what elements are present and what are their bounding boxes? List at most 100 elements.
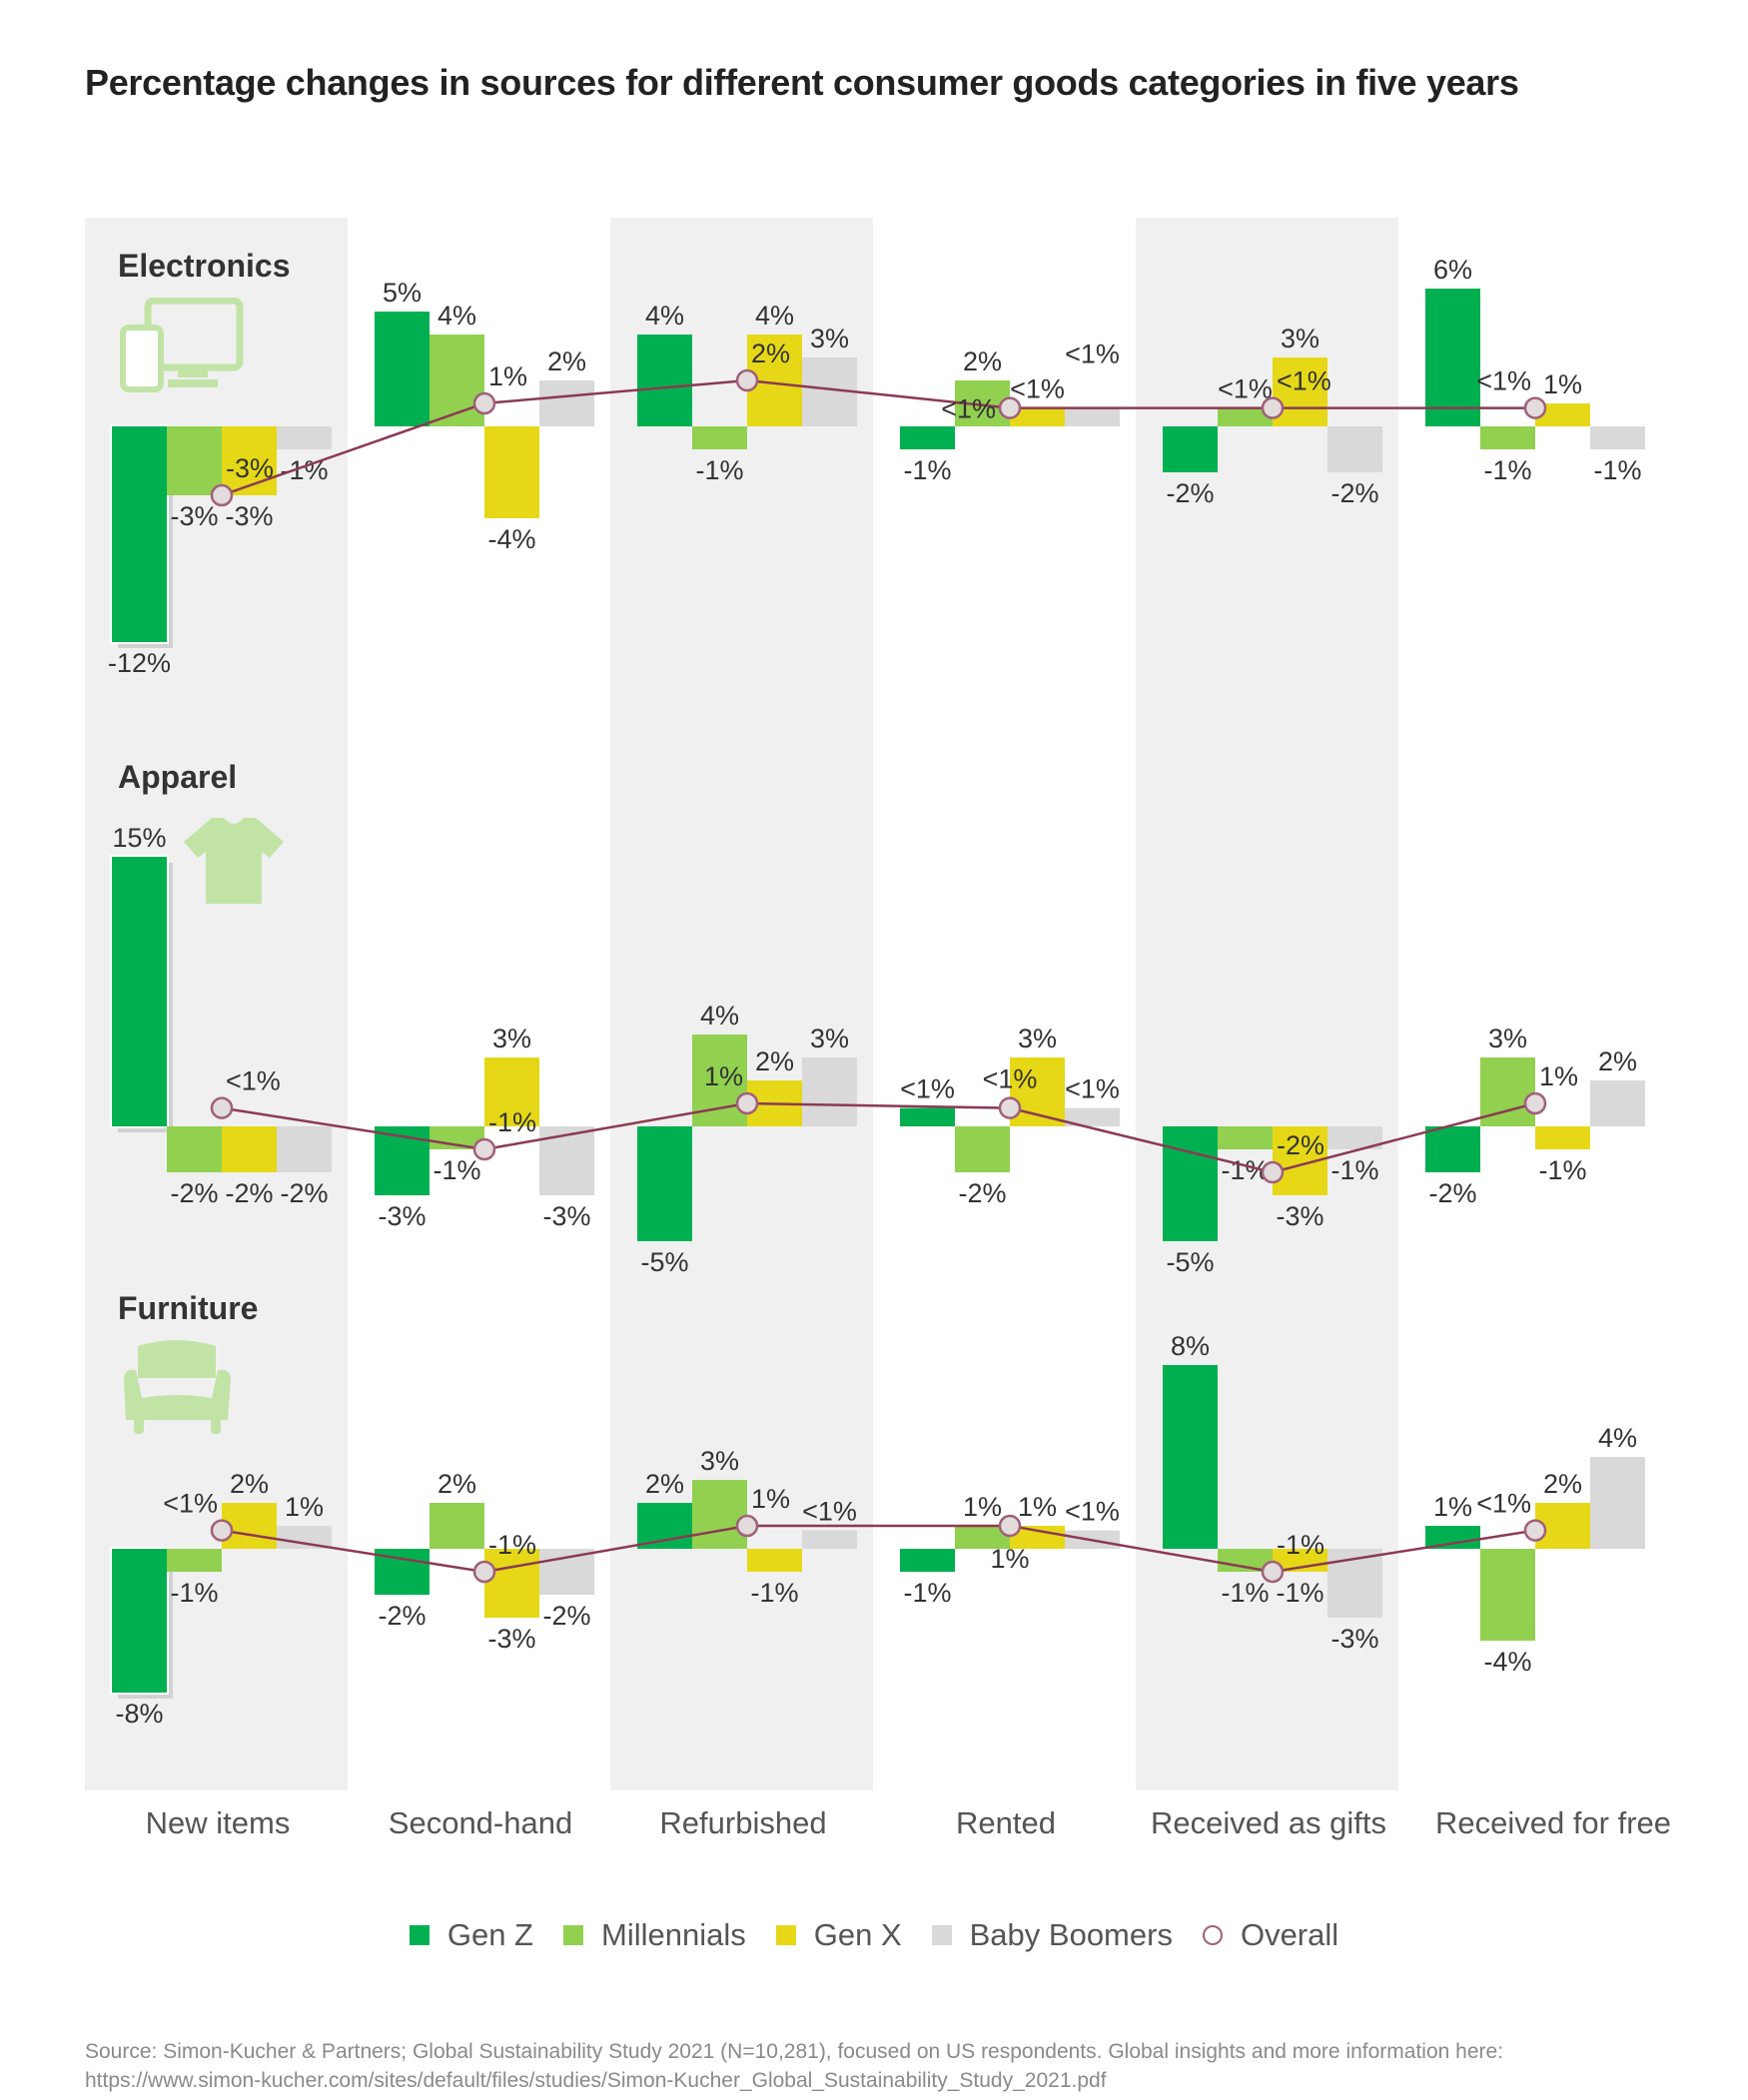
data-label: -4%	[487, 524, 535, 554]
bar-electronics-baby-boomers	[1590, 426, 1645, 449]
overall-point	[998, 1514, 1022, 1538]
data-label: -3%	[170, 501, 218, 531]
x-tick-received-for-free: Received for free	[1434, 1805, 1672, 1840]
data-label: -2%	[1428, 1178, 1476, 1208]
bar-electronics-millennials	[430, 335, 484, 426]
data-label: <1%	[1065, 340, 1120, 369]
data-label: 8%	[1171, 1331, 1210, 1361]
data-label: -3%	[487, 1624, 535, 1654]
overall-point	[735, 1091, 759, 1115]
x-tick-received-as-gifts: Received as gifts	[1150, 1805, 1387, 1840]
bar-electronics-gen-x	[1273, 357, 1327, 426]
data-label: 4%	[437, 301, 476, 331]
data-label: <1%	[1218, 374, 1273, 404]
bar-furniture-millennials	[1480, 1549, 1535, 1641]
armchair-icon	[124, 1340, 231, 1434]
data-label: -1%	[170, 1578, 218, 1608]
overall-label: 1%	[1539, 1061, 1578, 1091]
overall-label: 1%	[488, 361, 527, 391]
data-label: 6%	[1433, 255, 1472, 285]
data-label: -2%	[378, 1601, 426, 1631]
source-link[interactable]: https://www.simon-kucher.com/sites/defau…	[85, 2069, 1107, 2092]
bar-electronics-baby-boomers	[1327, 426, 1382, 472]
bar-electronics-gen-z	[112, 426, 167, 642]
overall-point	[210, 1096, 234, 1119]
data-label: 2%	[963, 347, 1002, 376]
chart-title: Percentage changes in sources for differ…	[85, 62, 1519, 103]
bar-electronics-millennials	[1218, 407, 1273, 426]
overall-point	[1523, 1091, 1547, 1115]
panel-title-electronics: Electronics	[118, 248, 291, 284]
data-label: 3%	[492, 1024, 531, 1053]
data-label: <1%	[802, 1497, 857, 1527]
legend-label: Baby Boomers	[969, 1917, 1173, 1952]
data-label: -1%	[1330, 1155, 1378, 1185]
legend-item-baby-boomers: Baby Boomers	[931, 1917, 1173, 1953]
data-label: -1%	[1221, 1578, 1269, 1608]
data-label: <1%	[1065, 1074, 1120, 1104]
bar-furniture-baby-boomers	[539, 1549, 594, 1595]
data-label: 2%	[645, 1469, 684, 1499]
bar-apparel-gen-z	[637, 1126, 692, 1241]
data-label: <1%	[900, 1074, 955, 1104]
overall-point	[1261, 396, 1285, 419]
bar-electronics-gen-z	[375, 312, 430, 426]
bar-apparel-gen-z	[1425, 1126, 1480, 1172]
data-label: 1%	[285, 1492, 324, 1522]
overall-point	[472, 1137, 496, 1161]
data-label: 3%	[810, 324, 849, 353]
legend-item-overall: Overall	[1202, 1917, 1339, 1953]
data-label: -3%	[1330, 1624, 1378, 1654]
overall-point	[1523, 1519, 1547, 1542]
legend-swatch	[775, 1925, 796, 1945]
bar-furniture-baby-boomers	[1327, 1549, 1382, 1618]
bar-furniture-gen-z	[112, 1549, 167, 1693]
data-label: -5%	[1166, 1247, 1214, 1277]
data-label: 3%	[700, 1446, 739, 1476]
overall-point	[210, 1519, 234, 1542]
legend-swatch	[409, 1925, 430, 1945]
overall-label: <1%	[1476, 1489, 1531, 1519]
overall-label: <1%	[226, 1066, 281, 1096]
panel-title-furniture: Furniture	[118, 1290, 259, 1326]
data-label: 2%	[755, 1047, 794, 1076]
bar-apparel-gen-x	[1535, 1126, 1590, 1149]
bar-electronics-millennials	[167, 426, 222, 495]
data-label: -8%	[115, 1699, 163, 1729]
data-label: -1%	[695, 455, 743, 485]
overall-label: -1%	[488, 1530, 536, 1560]
x-tick-rented: Rented	[956, 1805, 1056, 1840]
legend-label: Overall	[1240, 1917, 1339, 1952]
data-label: 1%	[1433, 1492, 1472, 1522]
data-label: -2%	[280, 1178, 328, 1208]
bar-furniture-baby-boomers	[802, 1530, 857, 1549]
bar-electronics-gen-x	[484, 426, 539, 518]
data-label: -1%	[433, 1155, 480, 1185]
bar-apparel-baby-boomers	[539, 1126, 594, 1195]
data-label: 2%	[1598, 1047, 1637, 1076]
legend-swatch	[563, 1925, 583, 1945]
data-label: -3%	[1276, 1201, 1323, 1231]
bar-apparel-millennials	[1218, 1126, 1273, 1149]
legend-item-millennials: Millennials	[563, 1917, 746, 1953]
data-label: -2%	[542, 1601, 590, 1631]
data-label: 3%	[1488, 1024, 1527, 1053]
bar-electronics-baby-boomers	[1065, 407, 1120, 426]
bar-furniture-gen-x	[484, 1549, 539, 1618]
data-label: -2%	[170, 1178, 218, 1208]
overall-label: <1%	[163, 1489, 218, 1519]
data-label: -1%	[750, 1578, 798, 1608]
bar-furniture-millennials	[430, 1503, 484, 1549]
data-label: -1%	[1276, 1578, 1323, 1608]
overall-label: -1%	[488, 1107, 536, 1137]
overall-point	[1261, 1560, 1285, 1584]
data-label: 3%	[1018, 1024, 1057, 1053]
overall-point	[1523, 396, 1547, 419]
overall-label: <1%	[1277, 366, 1331, 396]
data-label: -12%	[108, 648, 171, 678]
legend-item-gen-x: Gen X	[775, 1917, 902, 1953]
overall-point	[998, 1096, 1022, 1119]
bar-electronics-gen-z	[1163, 426, 1218, 472]
legend-swatch	[931, 1925, 952, 1945]
overall-label: <1%	[983, 1064, 1038, 1094]
